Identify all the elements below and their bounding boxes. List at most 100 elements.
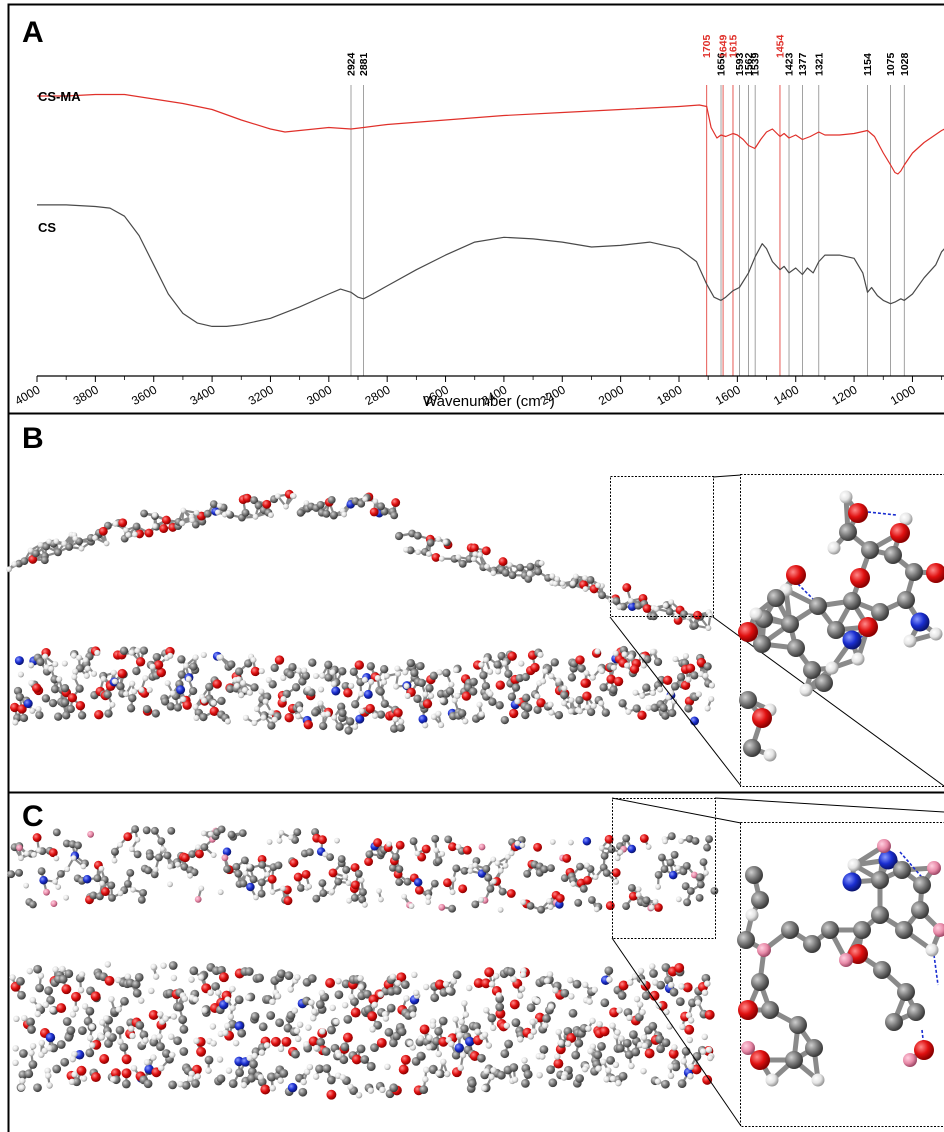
atom-H bbox=[564, 1040, 572, 1047]
atom-C bbox=[362, 989, 372, 999]
atom-H bbox=[232, 1039, 240, 1047]
atom-H bbox=[749, 607, 763, 621]
atom-C bbox=[257, 878, 266, 887]
atom-C bbox=[661, 711, 670, 720]
atom-H bbox=[181, 995, 189, 1002]
atom-O bbox=[583, 875, 593, 885]
atom-H bbox=[124, 973, 132, 980]
atom-H bbox=[71, 673, 78, 681]
atom-O bbox=[639, 834, 649, 843]
atom-C bbox=[52, 828, 61, 837]
atom-C bbox=[343, 1015, 353, 1024]
atom-H bbox=[409, 1011, 417, 1018]
atom-H bbox=[358, 708, 365, 715]
atom-H bbox=[763, 748, 777, 762]
atom-H bbox=[398, 718, 405, 725]
atom-O bbox=[250, 666, 261, 677]
atom-C bbox=[604, 966, 614, 976]
x-tick-label: 2000 bbox=[596, 382, 626, 408]
atom-C bbox=[133, 850, 142, 859]
atom-C bbox=[416, 661, 425, 671]
atom-C bbox=[560, 988, 570, 998]
atom-C bbox=[666, 858, 675, 867]
atom-C bbox=[481, 682, 491, 691]
atom-H bbox=[167, 881, 173, 888]
atom-C bbox=[406, 658, 415, 668]
atom-C bbox=[227, 830, 236, 839]
atom-H bbox=[335, 1052, 343, 1059]
atom-H bbox=[69, 1011, 77, 1018]
atom-H bbox=[442, 539, 449, 545]
atom-O bbox=[495, 680, 505, 690]
atom-C bbox=[33, 1083, 42, 1093]
atom-H bbox=[701, 989, 709, 996]
atom-H bbox=[187, 1075, 194, 1083]
atom-H bbox=[148, 987, 155, 995]
atom-H bbox=[404, 692, 411, 699]
atom-H bbox=[435, 1070, 442, 1077]
atom-H bbox=[127, 1025, 135, 1032]
atom-C bbox=[54, 548, 62, 557]
atom-C bbox=[598, 591, 607, 600]
atom-H bbox=[210, 852, 217, 858]
atom-C bbox=[28, 900, 37, 909]
atom-O bbox=[283, 896, 293, 906]
atom-H bbox=[598, 700, 605, 707]
atom-H bbox=[29, 1042, 37, 1050]
atom-C bbox=[48, 698, 58, 708]
atom-C bbox=[36, 657, 45, 667]
atom-C bbox=[572, 979, 582, 989]
atom-H bbox=[495, 992, 503, 999]
peak-marker-label: 1705 bbox=[701, 34, 713, 58]
atom-O bbox=[10, 702, 20, 713]
atom-H bbox=[639, 654, 646, 661]
atom-C bbox=[377, 502, 385, 511]
atom-H bbox=[164, 680, 171, 687]
atom-H bbox=[651, 979, 659, 986]
atom-H bbox=[581, 1065, 589, 1073]
atom-N bbox=[668, 870, 678, 880]
atom-H bbox=[46, 538, 52, 545]
atom-H bbox=[825, 661, 839, 675]
atom-H bbox=[18, 1084, 26, 1091]
atom-H bbox=[152, 523, 158, 530]
atom-C bbox=[524, 575, 533, 583]
atom-C bbox=[542, 1014, 551, 1023]
atom-H bbox=[110, 669, 117, 676]
atom-O bbox=[56, 1003, 67, 1014]
atom-C bbox=[250, 1012, 260, 1021]
atom-C bbox=[296, 884, 305, 892]
atom-C bbox=[62, 839, 71, 848]
atom-H bbox=[27, 547, 34, 554]
atom-H bbox=[617, 849, 624, 856]
atom-O bbox=[376, 1037, 387, 1048]
atom-H bbox=[291, 1007, 299, 1014]
atom-O bbox=[848, 944, 868, 964]
atom-C bbox=[524, 703, 533, 712]
atom-C bbox=[116, 682, 125, 691]
atom-C bbox=[132, 666, 141, 676]
cs-ma-zoomed-hbond-inset bbox=[737, 839, 944, 1087]
atom-C bbox=[337, 855, 346, 863]
atom-O bbox=[752, 708, 772, 728]
atom-C bbox=[389, 1083, 399, 1093]
atom-H bbox=[177, 1080, 184, 1088]
atom-C bbox=[366, 1062, 376, 1071]
atom-C bbox=[895, 921, 913, 939]
atom-C bbox=[484, 873, 493, 882]
atom-O bbox=[668, 1048, 679, 1059]
atom-H bbox=[37, 541, 44, 548]
atom-C bbox=[235, 1068, 244, 1077]
atom-H bbox=[90, 670, 98, 677]
atom-C bbox=[37, 867, 46, 876]
atom-H bbox=[28, 679, 35, 686]
peak-marker-label: 1615 bbox=[727, 34, 739, 58]
atom-H bbox=[157, 1011, 164, 1018]
atom-H bbox=[652, 898, 659, 905]
atom-H bbox=[150, 963, 157, 971]
atom-C bbox=[575, 1074, 584, 1083]
atom-C bbox=[216, 1074, 226, 1084]
atom-H bbox=[422, 722, 429, 729]
atom-C bbox=[168, 1080, 177, 1090]
